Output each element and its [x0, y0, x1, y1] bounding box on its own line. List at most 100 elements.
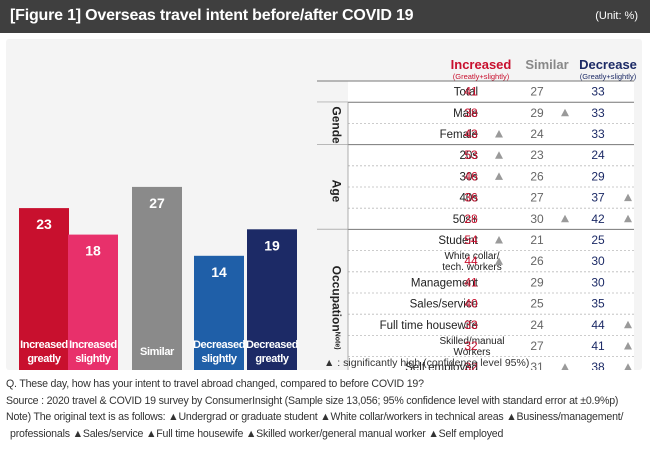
- source-note: Source : 2020 travel & COVID 19 survey b…: [6, 394, 619, 407]
- category-box: [68, 330, 118, 370]
- decrease-value: 29: [591, 169, 605, 183]
- category-label: greatly: [255, 353, 290, 365]
- significance-triangle-icon: [624, 363, 632, 370]
- decrease-value: 37: [591, 191, 605, 205]
- decrease-value: 33: [591, 106, 605, 120]
- category-label: Similar: [140, 346, 175, 358]
- row-label: Sales/service: [410, 299, 478, 311]
- category-box: [132, 330, 182, 370]
- bar-group: 14 Decreased slightly: [193, 255, 245, 370]
- row-label: 30s: [459, 171, 478, 183]
- similar-value: 31: [530, 360, 544, 370]
- significance-triangle-icon: [561, 363, 569, 370]
- bar-value-label: 14: [211, 264, 227, 280]
- significance-triangle-icon: [495, 151, 503, 159]
- bar: [132, 186, 182, 330]
- decrease-value: 25: [591, 233, 605, 247]
- row-label: 50s+: [453, 214, 479, 226]
- bar-group: 27 Similar: [132, 186, 182, 370]
- category-label: Increased: [20, 339, 68, 351]
- increased-value: 41: [464, 275, 478, 289]
- similar-value: 27: [530, 339, 544, 353]
- group-label-cell: [317, 229, 348, 370]
- col-subheader-decrease: (Greatly+slightly): [580, 72, 637, 81]
- decrease-value: 30: [591, 275, 605, 289]
- row-label: 40s: [459, 193, 478, 205]
- bar-value-label: 18: [85, 243, 101, 259]
- bar-group: 18 Increased slightly: [68, 234, 118, 370]
- significance-triangle-icon: [624, 214, 632, 223]
- decrease-value: 30: [591, 254, 605, 268]
- group-label-cell: [317, 144, 348, 230]
- decrease-value: 41: [591, 339, 605, 353]
- significance-triangle-icon: [624, 320, 632, 329]
- row-label: tech. workers: [442, 262, 501, 273]
- bar: [194, 255, 244, 330]
- similar-value: 26: [530, 254, 544, 268]
- similar-value: 30: [530, 212, 544, 226]
- significance-triangle-icon: [495, 172, 503, 180]
- bar: [68, 234, 118, 330]
- table-row: 50s+28 30 42: [453, 212, 605, 226]
- similar-value: 29: [530, 275, 544, 289]
- significance-triangle-icon: [495, 236, 503, 244]
- decrease-value: 44: [591, 318, 605, 332]
- row-label: Self employed: [405, 362, 478, 370]
- similar-value: 24: [530, 127, 544, 141]
- group-label-note: Note): [334, 332, 341, 350]
- bar-value-label: 19: [264, 237, 280, 253]
- figure-title: [Figure 1] Overseas travel intent before…: [10, 7, 414, 24]
- original-text-note-cont: professionals ▲Sales/service ▲Full time …: [10, 427, 504, 440]
- increased-value: 54: [464, 233, 478, 247]
- row-label: 20s: [459, 150, 478, 162]
- category-label: Decreased: [246, 339, 298, 351]
- increased-value: 38: [464, 106, 478, 120]
- similar-value: 29: [530, 106, 544, 120]
- significance-triangle-icon: [495, 130, 503, 138]
- similar-value: 24: [530, 318, 544, 332]
- increased-value: 36: [464, 191, 478, 205]
- figure-svg: 23Increasedgreatly18Increasedslightly27S…: [19, 57, 637, 370]
- significance-triangle-icon: [495, 257, 503, 265]
- group-label: OccupationNote): [330, 266, 344, 350]
- row-label: Student: [438, 235, 478, 247]
- bar: [19, 208, 69, 330]
- increased-value: 41: [464, 85, 478, 99]
- increased-value: 28: [464, 212, 478, 226]
- increased-value: 44: [464, 254, 478, 268]
- category-box: [194, 330, 244, 370]
- row-label: White collar/: [444, 251, 499, 262]
- row-label: Male: [453, 108, 478, 120]
- row-label: Total: [454, 87, 478, 99]
- similar-value: 26: [530, 169, 544, 183]
- decrease-value: 38: [591, 360, 605, 370]
- figure-panel: 23 Increased greatly 18 Increased slightly 27 S…: [6, 39, 642, 370]
- significance-triangle-icon: [561, 108, 569, 117]
- increased-value: 40: [464, 297, 478, 311]
- table-body-bg: [348, 81, 634, 370]
- original-text-note: Note) The original text is as follows: ▲…: [6, 411, 624, 423]
- figure-header: [Figure 1] Overseas travel intent before…: [0, 0, 650, 33]
- significance-triangle-icon: [624, 342, 632, 350]
- increased-value: 33: [464, 318, 478, 332]
- col-header-increased: Increased: [451, 57, 512, 72]
- group-label-cell: [317, 102, 348, 145]
- category-label: greatly: [27, 353, 62, 365]
- bar-group: 23 Increased greatly: [19, 208, 69, 370]
- bar-value-label: 27: [149, 195, 165, 211]
- decrease-value: 35: [591, 297, 605, 311]
- decrease-value: 33: [591, 85, 605, 99]
- category-box: [247, 330, 297, 370]
- unit-label: (Unit: %): [595, 10, 638, 22]
- similar-value: 27: [530, 191, 544, 205]
- increased-value: 53: [464, 148, 478, 162]
- decrease-value: 42: [591, 212, 605, 226]
- row-label: Full time housewife: [380, 320, 478, 332]
- category-box: [19, 330, 69, 370]
